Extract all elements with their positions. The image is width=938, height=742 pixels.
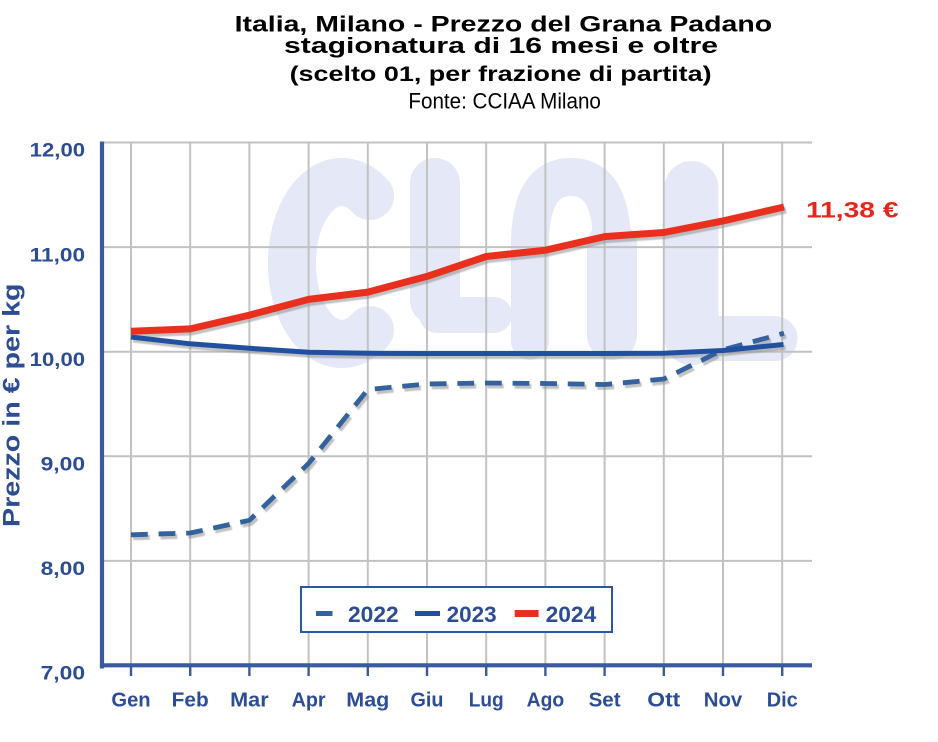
svg-text:stagionatura di 16 mesi e oltr: stagionatura di 16 mesi e oltre [284, 33, 718, 58]
svg-text:12,00: 12,00 [30, 140, 86, 162]
svg-text:2023: 2023 [447, 602, 497, 627]
svg-text:11,38 €: 11,38 € [806, 197, 899, 222]
svg-text:Dic: Dic [767, 690, 798, 712]
svg-text:Feb: Feb [172, 690, 209, 712]
svg-text:Giu: Giu [411, 690, 444, 712]
svg-text:Mag: Mag [346, 690, 389, 712]
svg-text:Italia, Milano - Prezzo del Gr: Italia, Milano - Prezzo del Grana Padano [235, 11, 773, 36]
svg-text:9,00: 9,00 [41, 454, 86, 476]
svg-text:Mar: Mar [230, 690, 269, 712]
svg-text:11,00: 11,00 [30, 244, 86, 266]
svg-text:10,00: 10,00 [30, 349, 86, 371]
svg-text:2022: 2022 [348, 602, 399, 627]
svg-text:Lug: Lug [469, 690, 504, 712]
svg-text:Ott: Ott [647, 690, 680, 712]
svg-text:Ago: Ago [527, 690, 565, 712]
svg-text:7,00: 7,00 [41, 663, 86, 685]
svg-text:Prezzo in € per kg: Prezzo in € per kg [0, 284, 26, 528]
svg-text:Fonte: CCIAA Milano: Fonte: CCIAA Milano [408, 88, 601, 113]
svg-text:2024: 2024 [546, 602, 597, 627]
svg-text:(scelto 01, per frazione di pa: (scelto 01, per frazione di partita) [290, 63, 712, 86]
svg-text:Nov: Nov [704, 690, 743, 712]
svg-text:Gen: Gen [111, 690, 150, 712]
svg-text:8,00: 8,00 [41, 558, 86, 580]
svg-text:Set: Set [589, 690, 621, 712]
svg-text:Apr: Apr [292, 690, 326, 712]
